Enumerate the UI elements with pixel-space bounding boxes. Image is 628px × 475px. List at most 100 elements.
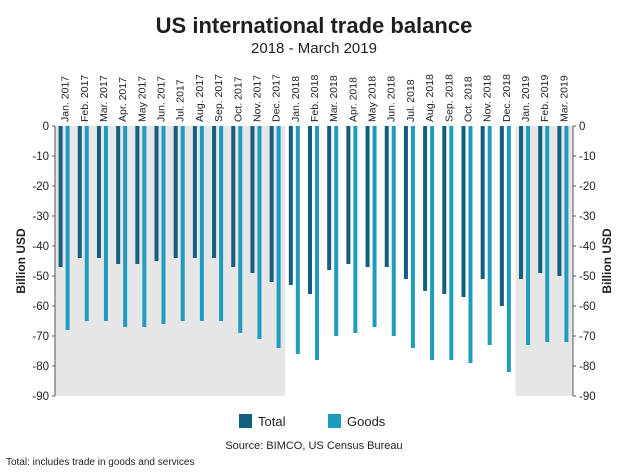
bar-total-21 (461, 126, 466, 297)
y-axis-label-right: Billion USD (600, 228, 614, 294)
bar-total-4 (135, 126, 140, 264)
bar-total-26 (557, 126, 562, 276)
bar-total-8 (212, 126, 217, 258)
x-category-label: Mar. 2019 (558, 75, 570, 122)
bar-goods-20 (449, 126, 454, 360)
y-tick-label-left: -40 (32, 241, 49, 253)
bar-goods-5 (161, 126, 166, 324)
y-tick-label-right: -70 (579, 331, 596, 343)
chart-subtitle: 2018 - March 2019 (251, 40, 377, 57)
chart-title: US international trade balance (156, 13, 473, 38)
y-tick-label-left: -10 (32, 151, 49, 163)
y-tick-label-left: -30 (32, 211, 49, 223)
bar-goods-22 (487, 126, 492, 345)
bar-goods-3 (123, 126, 128, 327)
bar-total-15 (346, 126, 351, 264)
bar-total-13 (308, 126, 312, 294)
x-category-label: Dec. 2018 (501, 74, 513, 122)
x-category-label: Aug. 2017 (194, 74, 206, 122)
bar-total-10 (250, 126, 255, 273)
bar-goods-16 (372, 126, 377, 327)
bar-goods-10 (257, 126, 262, 339)
y-tick-label-left: -60 (32, 301, 49, 313)
y-tick-label-right: -60 (579, 301, 596, 313)
x-category-label: Jan. 2019 (520, 76, 532, 122)
y-tick-label-right: 0 (579, 121, 585, 133)
bar-total-19 (423, 126, 428, 291)
x-category-label: Mar. 2017 (98, 75, 110, 122)
y-tick-label-left: -80 (32, 361, 49, 373)
x-category-label: Nov. 2017 (251, 75, 263, 122)
bar-total-11 (269, 126, 274, 282)
bar-goods-4 (142, 126, 147, 327)
y-tick-label-right: -30 (579, 211, 596, 223)
bar-goods-1 (84, 126, 89, 321)
x-category-label: Jun. 2017 (156, 76, 168, 122)
source-note: Source: BIMCO, US Census Bureau (225, 440, 402, 452)
bar-goods-13 (315, 126, 319, 360)
shaded-regions (55, 126, 573, 396)
bar-goods-6 (180, 126, 185, 321)
y-tick-label-left: -20 (32, 181, 49, 193)
bar-total-24 (519, 126, 524, 279)
x-category-label: May 2017 (136, 76, 148, 122)
bar-total-14 (327, 126, 332, 270)
y-tick-label-right: -50 (579, 271, 596, 283)
x-category-label: Jul. 2017 (175, 79, 187, 122)
bar-goods-15 (353, 126, 358, 333)
bar-goods-17 (391, 126, 396, 336)
bar-goods-24 (526, 126, 531, 345)
bar-total-9 (231, 126, 236, 267)
bar-total-5 (154, 126, 159, 261)
bar-total-20 (442, 126, 447, 294)
bar-total-12 (288, 126, 293, 285)
bar-goods-12 (295, 126, 300, 354)
x-category-label: Jan. 2018 (290, 76, 302, 122)
x-category-label: Nov. 2018 (482, 75, 494, 122)
bar-goods-26 (564, 126, 569, 342)
y-tick-label-right: -90 (579, 391, 596, 403)
x-axis-category-labels: Jan. 2017 Feb. 2017 Mar. 2017 Apr. 2017 May … (60, 74, 571, 122)
bar-total-16 (365, 126, 370, 267)
y-tick-label-left: -90 (32, 391, 49, 403)
bar-goods-9 (238, 126, 243, 333)
legend-label-goods: Goods (347, 414, 386, 429)
x-category-label: Jul. 2018 (405, 79, 417, 122)
footnote: Total: includes trade in goods and servi… (6, 457, 194, 468)
x-category-label: Sep. 2018 (443, 74, 455, 122)
y-tick-label-left: -50 (32, 271, 49, 283)
bar-total-0 (58, 126, 63, 267)
y-tick-label-right: -20 (579, 181, 596, 193)
shaded-region (515, 126, 573, 396)
bar-total-3 (116, 126, 121, 264)
x-category-label: Oct. 2017 (232, 76, 244, 122)
x-category-label: Mar. 2018 (328, 75, 340, 122)
bar-goods-19 (430, 126, 435, 360)
y-tick-label-right: -40 (579, 241, 596, 253)
y-axis-ticks: 0 0 -10 -10 -20 -20 -30 -30 -40 -40 -50 -50 -60 -60 -7… (32, 121, 595, 403)
bar-goods-8 (219, 126, 224, 321)
bar-goods-2 (103, 126, 108, 321)
bar-total-6 (173, 126, 178, 258)
bar-total-17 (384, 126, 389, 267)
x-category-label: Oct. 2018 (462, 76, 474, 122)
x-category-label: Aug. 2018 (424, 74, 436, 122)
x-category-label: Sep. 2017 (213, 74, 225, 122)
x-category-label: May 2018 (367, 76, 379, 122)
bar-total-25 (538, 126, 543, 273)
bar-goods-0 (65, 126, 70, 330)
x-category-label: Apr. 2017 (117, 77, 129, 122)
y-tick-label-right: -10 (579, 151, 596, 163)
x-category-label: Feb. 2018 (309, 75, 321, 122)
bar-goods-14 (334, 126, 339, 336)
x-category-label: Dec. 2017 (271, 74, 283, 122)
legend-swatch-goods (328, 414, 341, 428)
x-category-label: Feb. 2019 (539, 75, 551, 122)
x-category-label: Jun. 2018 (386, 76, 398, 122)
bar-total-23 (499, 126, 504, 306)
y-tick-label-left: -70 (32, 331, 49, 343)
legend-label-total: Total (258, 414, 286, 429)
bar-goods-11 (276, 126, 281, 348)
shaded-region (55, 126, 286, 396)
